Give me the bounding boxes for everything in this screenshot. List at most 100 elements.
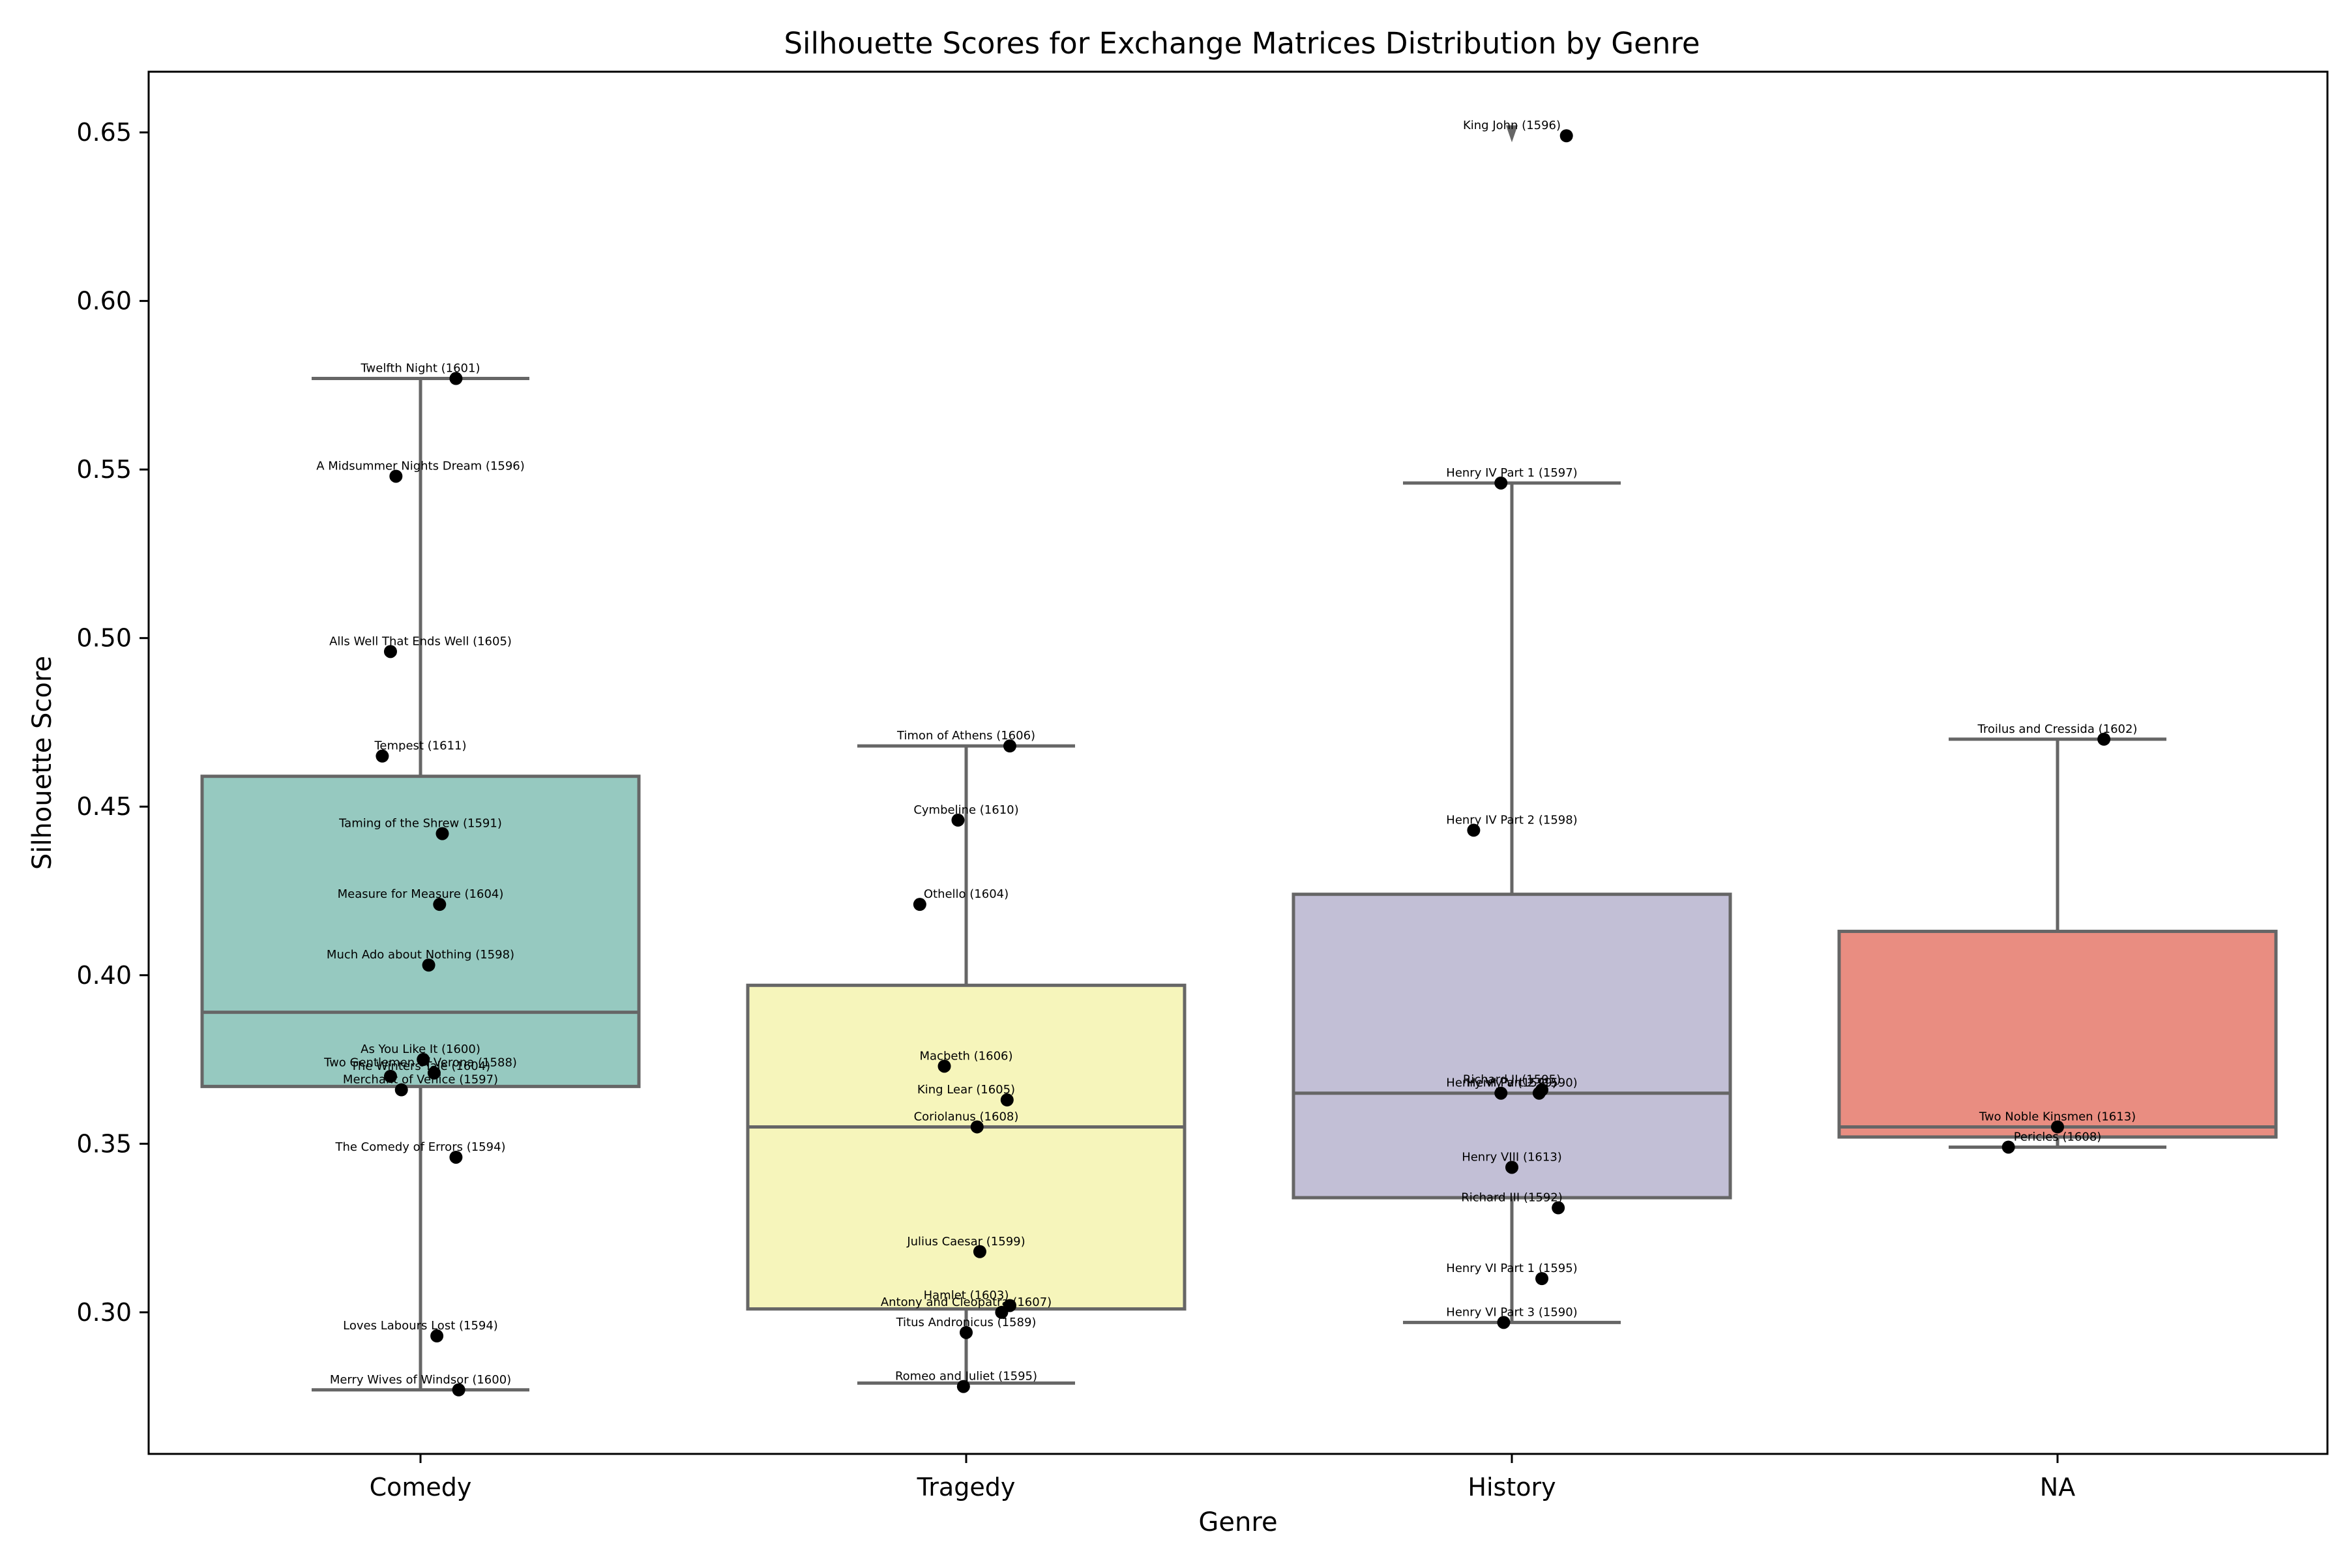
data-point-timon-of-athens-1606 xyxy=(1003,739,1016,753)
y-tick-label: 0.45 xyxy=(76,792,132,821)
point-label-as-you-like-it-1600: As You Like It (1600) xyxy=(361,1043,480,1056)
x-tick-label-history: History xyxy=(1468,1473,1556,1501)
point-label-henry-viii-1613: Henry VIII (1613) xyxy=(1462,1150,1562,1164)
point-label-henry-vi-part-1-1595: Henry VI Part 1 (1595) xyxy=(1446,1262,1577,1275)
point-label-twelfth-night-1601: Twelfth Night (1601) xyxy=(361,362,480,376)
data-point-pericles-1608 xyxy=(2001,1140,2015,1154)
point-label-much-ado-about-nothing-1598: Much Ado about Nothing (1598) xyxy=(327,948,514,962)
point-label-merchant-of-venice-1597: Merchant of Venice (1597) xyxy=(343,1073,498,1087)
point-label-cymbeline-1610: Cymbeline (1610) xyxy=(913,803,1018,817)
iqr-box-tragedy xyxy=(746,983,1187,1311)
point-label-king-john-1596: King John (1596) xyxy=(1463,119,1561,132)
point-label-macbeth-1606: Macbeth (1606) xyxy=(920,1049,1013,1063)
data-point-richard-iii-1592 xyxy=(1552,1201,1565,1215)
data-point-king-lear-1605 xyxy=(1000,1093,1014,1107)
y-tick-label: 0.40 xyxy=(76,961,132,990)
data-point-as-you-like-it-1600 xyxy=(417,1053,430,1067)
point-label-tempest-1611: Tempest (1611) xyxy=(374,739,466,753)
y-tick-label: 0.30 xyxy=(76,1298,132,1327)
point-label-a-midsummer-nights-dream-1596: A Midsummer Nights Dream (1596) xyxy=(316,459,525,473)
y-axis-label: Silhouette Score xyxy=(27,656,57,870)
data-point-henry-v-1599 xyxy=(1494,1086,1508,1100)
data-point-romeo-and-juliet-1595 xyxy=(956,1380,970,1393)
point-label-richard-iii-1592: Richard III (1592) xyxy=(1461,1191,1563,1205)
point-label-troilus-and-cressida-1602: Troilus and Cressida (1602) xyxy=(1977,722,2138,736)
point-label-henry-vi-part-3-1590: Henry VI Part 3 (1590) xyxy=(1446,1305,1577,1319)
data-point-the-winters-tale-1604 xyxy=(383,1069,397,1083)
point-label-taming-of-the-shrew-1591: Taming of the Shrew (1591) xyxy=(338,817,502,831)
data-point-othello-1604 xyxy=(913,898,926,911)
points-layer xyxy=(376,129,2111,1397)
point-label-timon-of-athens-1606: Timon of Athens (1606) xyxy=(896,729,1035,743)
data-point-king-john-1596 xyxy=(1559,129,1573,143)
data-point-titus-andronicus-1589 xyxy=(960,1325,973,1339)
point-label-loves-labours-lost-1594: Loves Labours Lost (1594) xyxy=(343,1319,498,1333)
y-tick-label: 0.50 xyxy=(76,624,132,653)
point-label-julius-caesar-1599: Julius Caesar (1599) xyxy=(906,1235,1025,1249)
data-point-much-ado-about-nothing-1598 xyxy=(422,958,435,972)
y-tick-label: 0.55 xyxy=(76,455,132,484)
box-na xyxy=(1837,737,2278,1149)
point-label-richard-ii-1595: Richard II (1595) xyxy=(1463,1073,1561,1087)
data-point-a-midsummer-nights-dream-1596 xyxy=(389,469,403,483)
data-point-alls-well-that-ends-well-1605 xyxy=(383,645,397,658)
point-label-alls-well-that-ends-well-1605: Alls Well That Ends Well (1605) xyxy=(329,634,512,648)
point-label-henry-iv-part-1-1597: Henry IV Part 1 (1597) xyxy=(1446,466,1577,480)
point-label-hamlet-1603: Hamlet (1603) xyxy=(924,1288,1009,1302)
point-label-henry-vi-part-2-1590: Henry VI Part 2 (1590) xyxy=(1446,1076,1577,1090)
data-point-troilus-and-cressida-1602 xyxy=(2097,732,2111,746)
y-tick-label: 0.65 xyxy=(76,118,132,147)
chart-title: Silhouette Scores for Exchange Matrices … xyxy=(784,26,1700,61)
point-label-the-winters-tale-1604: The Winters Tale (1604) xyxy=(350,1059,490,1073)
point-label-henry-iv-part-2-1598: Henry IV Part 2 (1598) xyxy=(1446,813,1577,827)
data-point-two-noble-kinsmen-1613 xyxy=(2051,1120,2064,1134)
point-label-measure-for-measure-1604: Measure for Measure (1604) xyxy=(338,887,504,901)
point-label-merry-wives-of-windsor-1600: Merry Wives of Windsor (1600) xyxy=(330,1373,511,1387)
point-label-romeo-and-juliet-1595: Romeo and Juliet (1595) xyxy=(895,1370,1037,1383)
data-point-henry-vi-part-3-1590 xyxy=(1497,1316,1511,1329)
data-point-henry-vi-part-2-1590 xyxy=(1532,1086,1546,1100)
data-point-henry-iv-part-1-1597 xyxy=(1494,476,1508,490)
data-point-taming-of-the-shrew-1591 xyxy=(435,827,449,840)
point-label-two-noble-kinsmen-1613: Two Noble Kinsmen (1613) xyxy=(1979,1110,2136,1123)
point-label-titus-andronicus-1589: Titus Andronicus (1589) xyxy=(896,1316,1037,1329)
data-point-henry-viii-1613 xyxy=(1505,1161,1518,1174)
point-label-king-lear-1605: King Lear (1605) xyxy=(917,1083,1015,1097)
data-point-two-gentlemen-of-verona-1588 xyxy=(427,1066,441,1080)
boxes-layer xyxy=(200,125,2278,1392)
iqr-box-history xyxy=(1292,893,1732,1200)
axes-layer xyxy=(147,70,2329,1455)
data-point-loves-labours-lost-1594 xyxy=(430,1329,444,1343)
data-point-macbeth-1606 xyxy=(937,1059,951,1073)
point-label-coriolanus-1608: Coriolanus (1608) xyxy=(914,1110,1019,1123)
point-label-the-comedy-of-errors-1594: The Comedy of Errors (1594) xyxy=(334,1140,505,1154)
y-tick-label: 0.60 xyxy=(76,287,132,316)
data-point-cymbeline-1610 xyxy=(951,813,965,827)
x-tick-label-comedy: Comedy xyxy=(370,1473,472,1501)
x-tick-label-tragedy: Tragedy xyxy=(917,1473,1016,1501)
outlier-marker-history xyxy=(1506,125,1518,143)
data-point-julius-caesar-1599 xyxy=(973,1245,986,1258)
x-axis-label: Genre xyxy=(1198,1507,1277,1537)
box-history xyxy=(1292,481,1732,1324)
point-labels-layer: Twelfth Night (1601) A Midsummer Nights D… xyxy=(316,119,2137,1387)
data-point-henry-iv-part-2-1598 xyxy=(1467,823,1481,837)
data-point-measure-for-measure-1604 xyxy=(433,898,447,911)
y-tick-label: 0.35 xyxy=(76,1129,132,1158)
data-point-coriolanus-1608 xyxy=(970,1120,984,1134)
box-tragedy xyxy=(746,744,1187,1385)
iqr-box-comedy xyxy=(200,775,641,1088)
x-ticks: Comedy Tragedy History NA xyxy=(370,1454,2075,1501)
box-comedy xyxy=(200,377,641,1392)
plot-area-frame xyxy=(147,70,2329,1455)
data-point-the-comedy-of-errors-1594 xyxy=(449,1150,463,1164)
x-tick-label-na: NA xyxy=(2040,1473,2075,1501)
data-point-merry-wives-of-windsor-1600 xyxy=(452,1383,465,1397)
data-point-tempest-1611 xyxy=(376,749,389,763)
data-point-henry-vi-part-1-1595 xyxy=(1535,1272,1549,1286)
point-label-antony-and-cleopatra-1607: Antony and Cleopatra (1607) xyxy=(881,1295,1052,1309)
y-ticks: 0.30 0.35 0.40 0.45 0.50 0.55 0.60 0.65 xyxy=(76,118,149,1327)
data-point-twelfth-night-1601 xyxy=(449,372,463,385)
